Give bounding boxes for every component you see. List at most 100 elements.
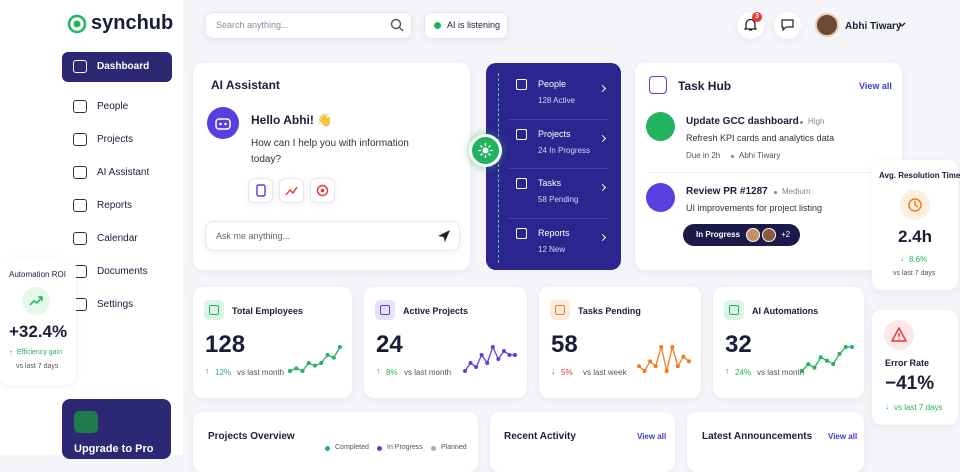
arrow: ↓ — [551, 366, 556, 376]
dot — [800, 121, 803, 124]
resolution-change: 8.6% — [909, 255, 928, 264]
stat-period: vs last month — [757, 368, 805, 377]
ask-placeholder: Ask me anything... — [216, 231, 291, 241]
ask-input[interactable] — [205, 221, 460, 251]
trend-point — [648, 359, 653, 364]
doc-chip[interactable] — [248, 178, 273, 203]
stat-period: vs last week — [583, 368, 627, 377]
user-name[interactable]: Abhi Tiwary — [845, 21, 902, 32]
roi-value: +32.4% — [9, 322, 68, 341]
status-dot — [434, 22, 441, 29]
trend-point — [806, 362, 811, 367]
greeting: Hello Abhi! 👋 — [251, 113, 333, 127]
bot-avatar — [207, 107, 239, 139]
trend-point — [800, 369, 804, 373]
trend-point — [468, 361, 473, 365]
legend-dot — [325, 446, 330, 451]
nav-item[interactable]: Documents — [97, 266, 148, 277]
stat-card — [364, 287, 527, 398]
trend-point — [485, 361, 490, 365]
nav-icon — [73, 100, 87, 113]
resolution-title: Avg. Resolution Time — [879, 171, 960, 180]
trend-point — [338, 345, 342, 349]
arrow-up: ↑ — [9, 348, 13, 357]
stat-icon-glyph — [555, 305, 565, 315]
task-description: UI improvements for project listing — [686, 203, 823, 213]
avatar[interactable] — [815, 13, 839, 37]
link-icon — [516, 79, 527, 90]
nav-item[interactable]: Settings — [97, 299, 134, 310]
legend-label: Planned — [441, 444, 467, 451]
arrow: ↑ — [205, 366, 210, 376]
rail — [498, 73, 499, 263]
nav-item[interactable]: Calendar — [97, 233, 138, 244]
task-status: In Progress — [696, 230, 741, 239]
error-change: vs last 7 days — [894, 403, 943, 412]
sparkline — [800, 345, 854, 373]
roi-period: vs last 7 days — [16, 363, 59, 370]
stat-change: 24% — [735, 368, 752, 377]
dropdown-caret[interactable] — [898, 22, 906, 28]
arrow: ↑ — [376, 366, 381, 376]
trend-point — [837, 351, 842, 356]
trend-point — [687, 359, 691, 364]
legend-dot — [431, 446, 436, 451]
trend-point — [831, 362, 836, 367]
chart-chip[interactable] — [279, 178, 304, 203]
trend-point — [463, 369, 467, 373]
stat-title: Total Employees — [232, 306, 303, 316]
link-icon — [516, 227, 527, 239]
task-icon — [646, 183, 675, 212]
sparkline — [463, 345, 517, 373]
trend-point — [507, 353, 512, 357]
search-box[interactable] — [205, 12, 412, 39]
link-detail: 12 New — [538, 244, 566, 254]
assignee-avatar — [746, 228, 760, 242]
nav-active-bg — [62, 52, 172, 82]
stat-change: 5% — [561, 368, 573, 377]
trend-point — [812, 365, 817, 370]
link-label[interactable]: Projects — [538, 128, 571, 139]
send-icon[interactable] — [437, 229, 451, 243]
quick-links-card — [486, 63, 621, 270]
announcements-card — [687, 412, 864, 472]
brand: synchub — [91, 12, 174, 34]
divider — [648, 172, 890, 173]
link-label[interactable]: Reports — [538, 227, 570, 238]
trend-point — [319, 361, 324, 365]
search-icon — [390, 18, 404, 32]
roi-title: Automation ROI — [9, 270, 66, 279]
task-hub-icon — [649, 76, 667, 94]
assignee-avatar — [762, 228, 776, 242]
notification-count: 3 — [755, 13, 759, 20]
stat-value: 128 — [205, 331, 246, 358]
link-label[interactable]: Tasks — [538, 178, 562, 188]
announcements-link[interactable]: View all — [828, 432, 858, 441]
task-hub-link[interactable]: View all — [859, 81, 892, 91]
error-title: Error Rate — [885, 358, 930, 368]
nav-item[interactable]: Dashboard — [97, 61, 150, 72]
task-due: Due in 2h — [686, 151, 721, 160]
recent-activity-card — [490, 412, 675, 472]
link-icon — [516, 178, 527, 189]
nav-item[interactable]: Projects — [97, 134, 134, 145]
trend-point — [294, 366, 299, 371]
announcements-title: Latest Announcements — [702, 431, 813, 442]
nav-item[interactable]: AI Assistant — [97, 167, 150, 178]
trend-icon — [29, 296, 43, 306]
nav-item[interactable]: Reports — [97, 200, 133, 211]
messages-button[interactable] — [774, 12, 801, 39]
link-label[interactable]: People — [538, 79, 567, 89]
roi-change: Efficiency gain — [17, 349, 63, 356]
trend-point — [664, 369, 669, 373]
trend-point — [825, 358, 829, 363]
trend-point — [313, 363, 317, 368]
trend-point — [670, 345, 675, 349]
recent-activity-link[interactable]: View all — [637, 432, 667, 441]
trend-point — [288, 369, 292, 373]
nav-item[interactable]: People — [97, 101, 129, 112]
extra-assignees: +2 — [781, 230, 791, 239]
trend-point — [306, 361, 311, 365]
task-icon — [646, 112, 675, 141]
stat-change: 12% — [215, 368, 232, 377]
